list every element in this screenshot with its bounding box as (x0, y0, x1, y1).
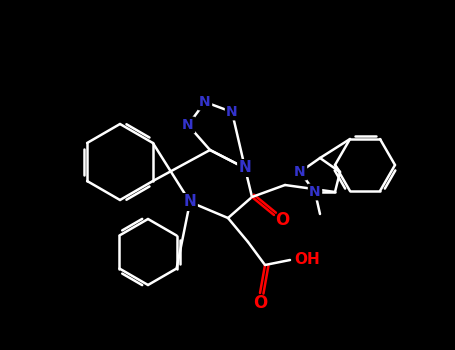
Text: N: N (199, 95, 211, 109)
Text: OH: OH (294, 252, 320, 267)
Text: N: N (309, 185, 321, 199)
Text: N: N (182, 118, 194, 132)
Text: O: O (253, 294, 267, 312)
Text: N: N (238, 161, 251, 175)
Text: N: N (226, 105, 238, 119)
Text: N: N (184, 195, 197, 210)
Text: O: O (275, 211, 289, 229)
Text: N: N (294, 165, 306, 179)
